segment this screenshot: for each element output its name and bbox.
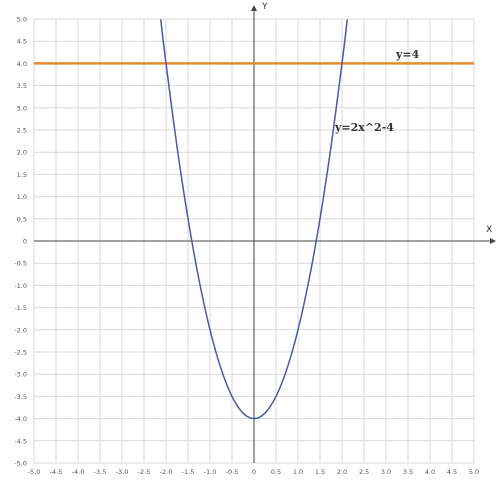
x-tick-label: 4.0 — [425, 468, 435, 476]
x-axis-name: X — [486, 225, 492, 235]
y-tick-label: 3.0 — [17, 104, 27, 112]
x-axis-arrow-icon — [490, 238, 496, 244]
x-tick-label: 4.5 — [447, 468, 457, 476]
x-tick-label: -1.0 — [204, 468, 217, 476]
y-tick-label: -2.0 — [14, 326, 27, 334]
y-tick-label: -4.0 — [14, 415, 27, 423]
y-tick-label: 3.5 — [17, 82, 27, 90]
x-tick-label: -2.5 — [138, 468, 151, 476]
y-tick-label: -3.5 — [14, 393, 27, 401]
axes: X Y — [34, 2, 496, 463]
y-axis-arrow-icon — [251, 5, 257, 11]
y-tick-label: 0.5 — [17, 215, 27, 223]
x-tick-label: -1.5 — [182, 468, 195, 476]
y-axis-name: Y — [261, 2, 268, 12]
x-tick-label: -3.5 — [94, 468, 107, 476]
x-tick-labels: -5.0 -4.5 -4.0 -3.5 -3.0 -2.5 -2.0 -1.5 -1.0 -0.5… — [28, 468, 480, 476]
x-tick-label: -0.5 — [226, 468, 239, 476]
y-tick-label: -4.5 — [14, 437, 27, 445]
series-label-parabola: y=2x^2-4 — [334, 121, 394, 134]
x-tick-label: 3.0 — [381, 468, 391, 476]
y-tick-label: 2.5 — [17, 127, 27, 135]
x-tick-label: 5.0 — [469, 468, 479, 476]
y-tick-label: -2.5 — [14, 349, 27, 357]
series-label-horizontal-line: y=4 — [395, 48, 420, 61]
y-tick-label: -1.5 — [14, 304, 27, 312]
x-tick-label: -4.0 — [72, 468, 85, 476]
x-tick-label: -3.0 — [116, 468, 129, 476]
x-tick-label: 3.5 — [403, 468, 413, 476]
x-tick-label: 1.5 — [315, 468, 325, 476]
series — [34, 19, 474, 420]
x-tick-label: -4.5 — [50, 468, 63, 476]
y-tick-label: 1.5 — [17, 171, 27, 179]
y-tick-label: 4.5 — [17, 38, 27, 46]
y-tick-label: 2.0 — [17, 149, 27, 157]
x-tick-label: -5.0 — [28, 468, 41, 476]
x-tick-label: 2.5 — [359, 468, 369, 476]
x-tick-label: -2.0 — [160, 468, 173, 476]
series-line-parabola — [159, 19, 349, 420]
y-tick-label: 4.0 — [17, 60, 27, 68]
y-tick-label: 5.0 — [17, 16, 27, 24]
x-tick-label: 2.0 — [337, 468, 347, 476]
y-tick-label: 0 — [23, 238, 27, 246]
y-tick-label: -5.0 — [14, 460, 27, 468]
y-tick-labels: 5.0 4.5 4.0 3.5 3.0 2.5 2.0 1.5 1.0 0.5 0 -0.5 -1.0 -… — [14, 16, 27, 468]
y-tick-label: -1.0 — [14, 282, 27, 290]
y-tick-label: -0.5 — [14, 260, 27, 268]
x-tick-label: 1.0 — [293, 468, 303, 476]
x-tick-label: 0.5 — [271, 468, 281, 476]
y-tick-label: 1.0 — [17, 193, 27, 201]
x-tick-label: 0 — [252, 468, 256, 476]
y-tick-label: -3.0 — [14, 371, 27, 379]
